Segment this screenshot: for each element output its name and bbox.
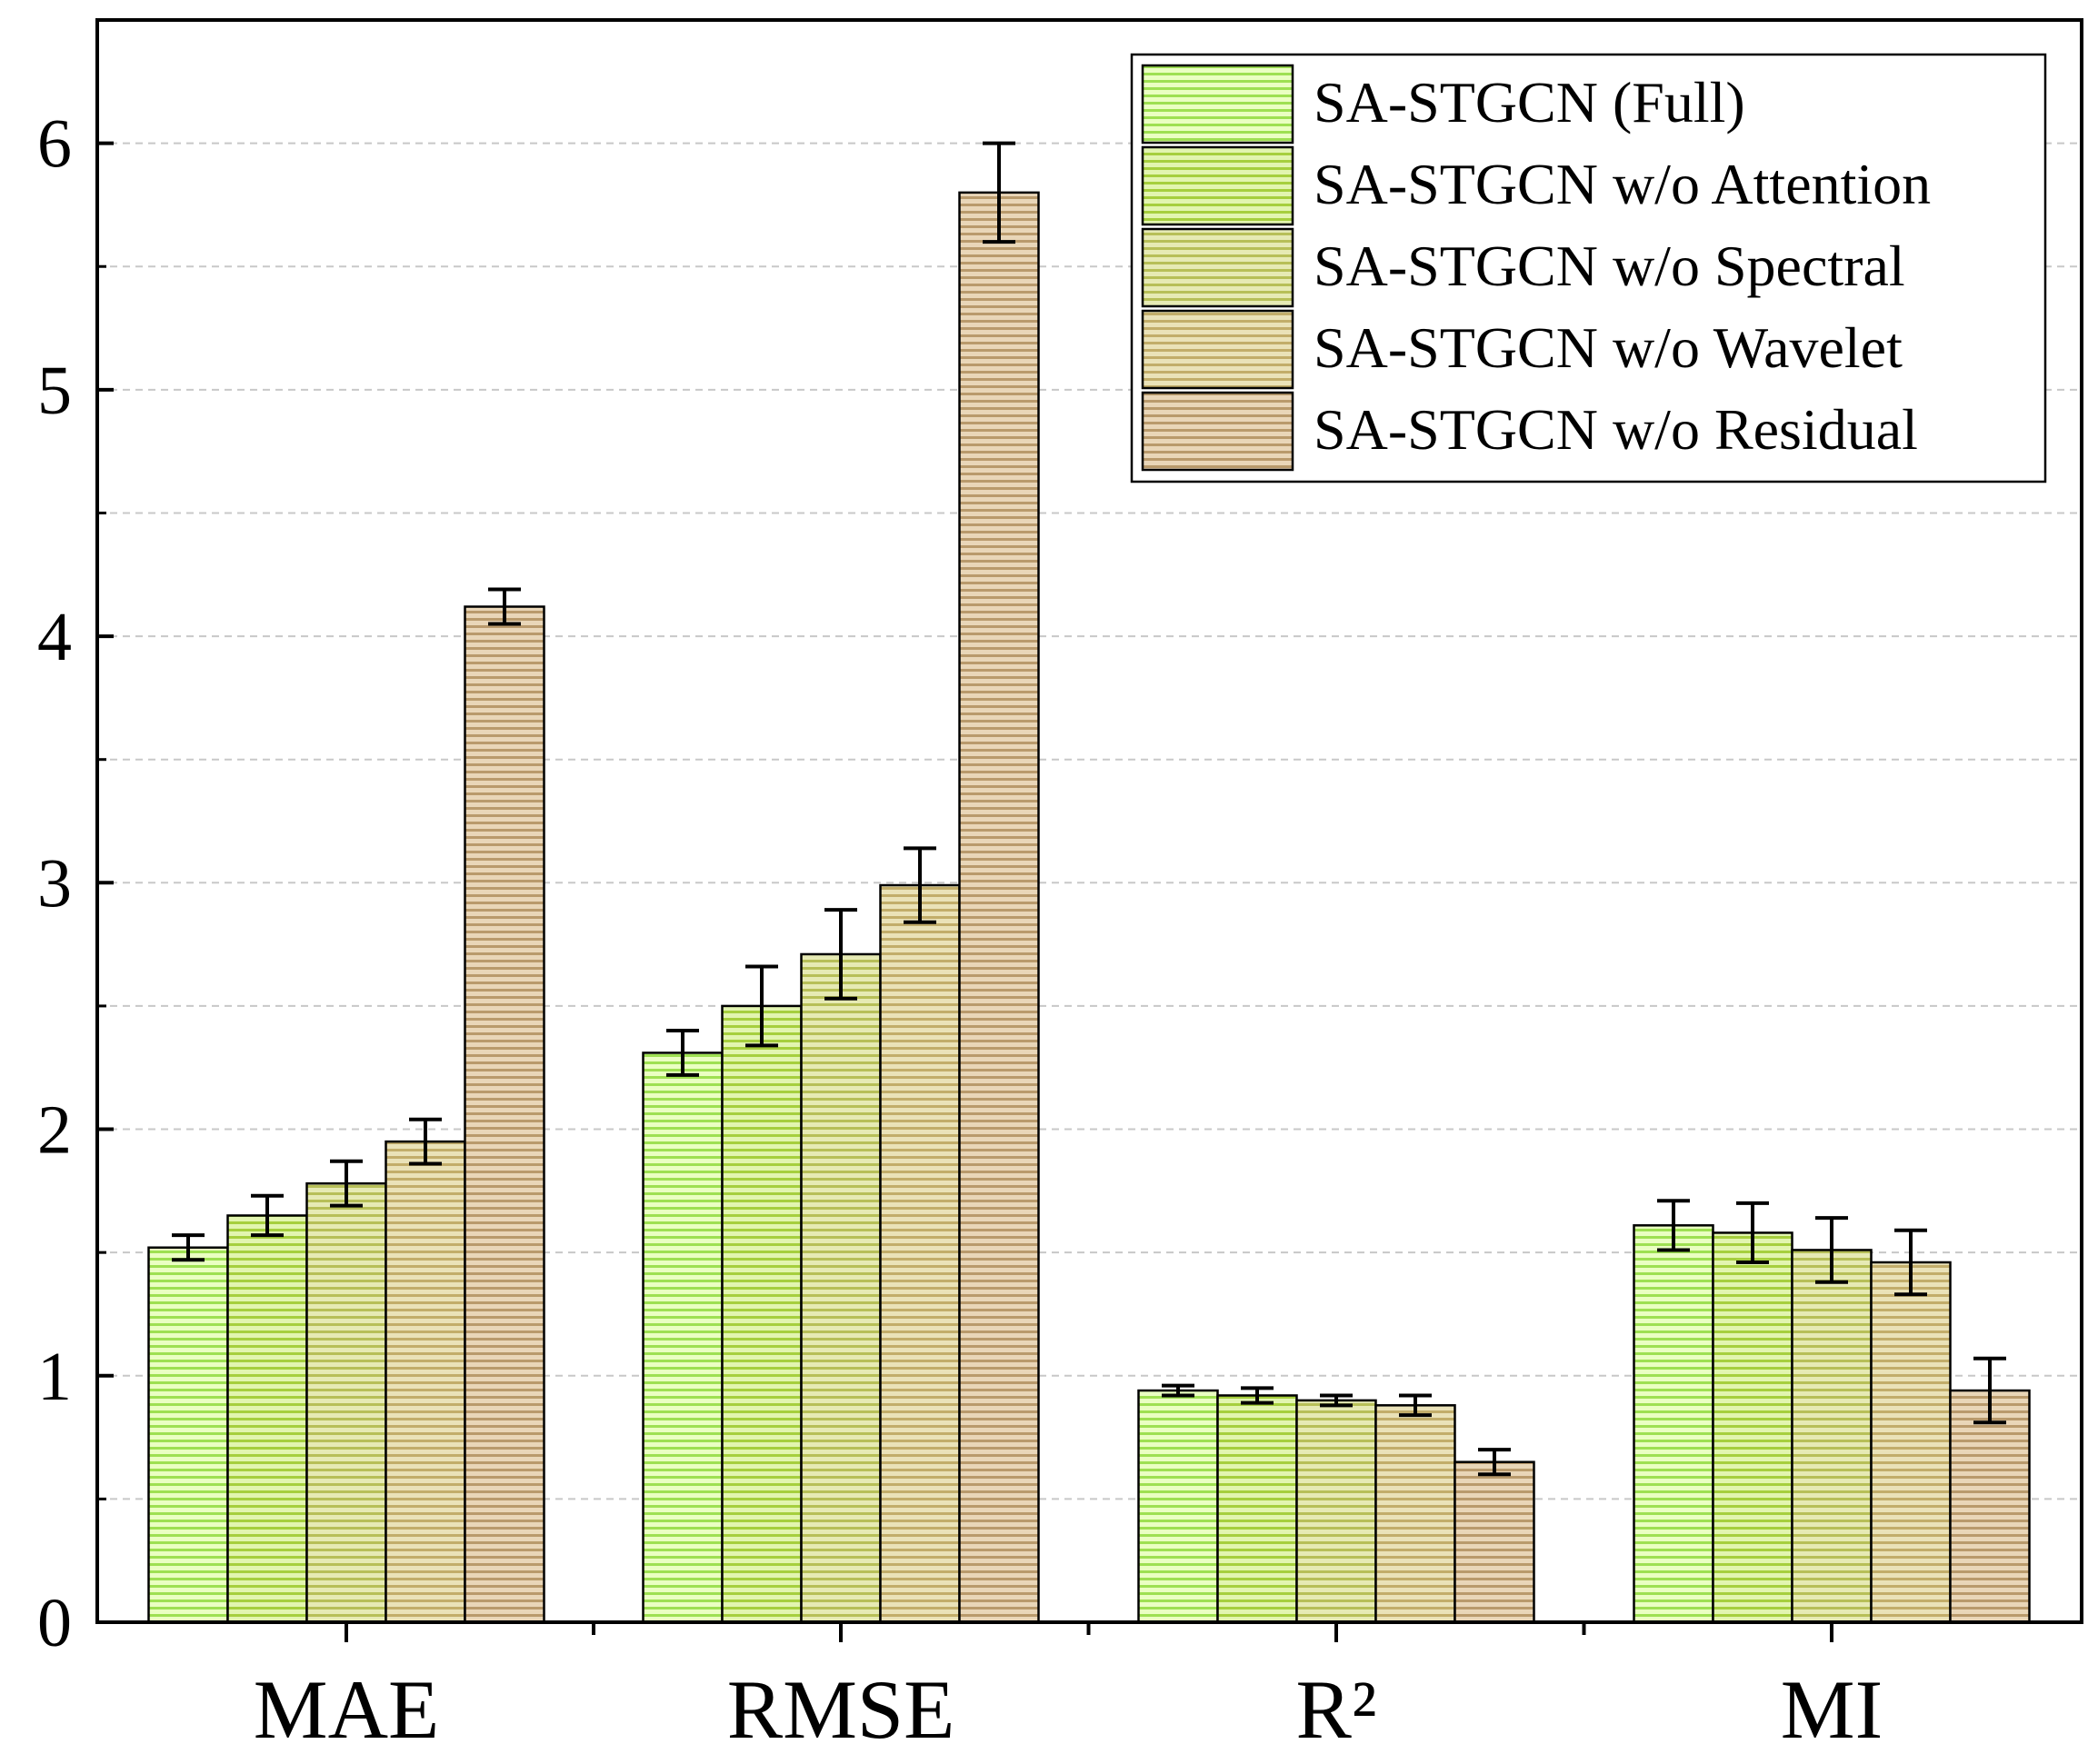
error-bar-RMSE-4 (983, 141, 1015, 244)
legend-label: SA-STGCN w/o Spectral (1314, 234, 1905, 298)
error-bar-MI-3 (1894, 1228, 1927, 1297)
bar-RMSE-2 (800, 952, 882, 1624)
bar-MAE-3 (385, 1140, 466, 1624)
bars-layer (147, 141, 2031, 1624)
bar-R²-3 (1374, 1404, 1456, 1624)
error-bar-MI-2 (1815, 1216, 1848, 1284)
legend-swatch (1141, 309, 1294, 390)
legend-label: SA-STGCN (Full) (1314, 70, 1745, 135)
bar-R²-1 (1216, 1394, 1298, 1624)
axes-layer: 0 1 2 3 4 5 6 MAE RMSE R² MI (37, 18, 2083, 1756)
error-bar-MAE-3 (409, 1117, 442, 1166)
legend-swatch (1141, 227, 1294, 308)
bar-MAE-1 (226, 1214, 308, 1624)
y-tick-label: 0 (37, 1585, 72, 1661)
bar-MAE-2 (305, 1181, 387, 1624)
error-bar-R²-0 (1162, 1383, 1194, 1398)
error-bar-R²-4 (1478, 1448, 1511, 1477)
x-tick-label: RMSE (727, 1663, 955, 1756)
error-bar-MAE-0 (172, 1233, 205, 1262)
legend-label: SA-STGCN w/o Wavelet (1314, 315, 1903, 380)
error-bar-MAE-4 (488, 587, 521, 626)
bar-RMSE-0 (642, 1051, 724, 1624)
error-bar-MI-0 (1657, 1199, 1690, 1252)
bar-MI-3 (1870, 1261, 1952, 1624)
y-tick-label: 3 (37, 845, 72, 922)
error-bar-MI-4 (1973, 1356, 2006, 1425)
legend-label: SA-STGCN w/o Residual (1314, 397, 1918, 462)
error-bar-RMSE-2 (824, 908, 857, 1001)
error-bar-RMSE-0 (666, 1029, 699, 1077)
legend: SA-STGCN (Full) SA-STGCN w/o Attention SA-… (1130, 53, 2047, 483)
y-tick-label: 1 (37, 1339, 72, 1415)
error-bar-RMSE-1 (745, 964, 778, 1048)
x-tick-label: R² (1296, 1663, 1377, 1756)
x-tick-label: MAE (254, 1663, 439, 1756)
bar-MI-0 (1633, 1224, 1714, 1624)
y-tick-label: 2 (37, 1092, 72, 1169)
bar-R²-2 (1295, 1399, 1377, 1624)
error-bar-R²-1 (1241, 1386, 1274, 1405)
bar-R²-4 (1454, 1460, 1535, 1624)
bar-R²-0 (1137, 1389, 1219, 1624)
legend-swatch (1141, 64, 1294, 145)
x-tick-label: MI (1781, 1663, 1883, 1756)
bar-RMSE-4 (958, 191, 1040, 1624)
bar-MAE-0 (147, 1246, 229, 1624)
bar-MI-4 (1949, 1389, 2031, 1624)
y-tick-label: 4 (37, 599, 72, 675)
error-bar-R²-3 (1399, 1393, 1432, 1418)
legend-swatch (1141, 391, 1294, 472)
y-tick-label: 6 (37, 106, 72, 183)
bar-RMSE-1 (721, 1004, 803, 1624)
bar-MI-2 (1791, 1249, 1873, 1624)
legend-label: SA-STGCN w/o Attention (1314, 152, 1931, 216)
bar-RMSE-3 (879, 883, 961, 1624)
error-bar-R²-2 (1320, 1393, 1353, 1408)
error-bar-MAE-1 (251, 1193, 284, 1238)
y-tick-label: 5 (37, 353, 72, 429)
legend-swatch (1141, 145, 1294, 226)
error-bar-RMSE-3 (904, 846, 936, 924)
bar-MI-1 (1712, 1231, 1793, 1624)
error-bar-MAE-2 (330, 1159, 363, 1208)
error-bar-MI-1 (1736, 1201, 1769, 1265)
bar-MAE-4 (464, 605, 545, 1624)
